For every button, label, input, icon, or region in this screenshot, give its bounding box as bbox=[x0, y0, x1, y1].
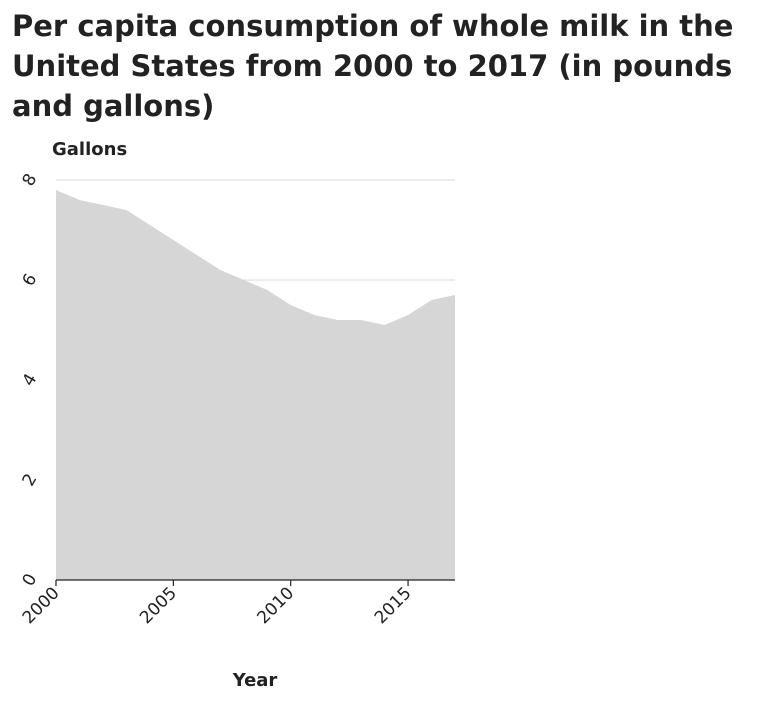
y-tick-label-8: 8 bbox=[19, 170, 42, 189]
area-fill bbox=[56, 190, 455, 580]
area-series bbox=[56, 190, 455, 580]
x-tick-label-2010: 2010 bbox=[254, 583, 299, 628]
y-tick-label-4: 4 bbox=[19, 370, 42, 389]
x-tick-label-2000: 2000 bbox=[19, 583, 64, 628]
chart-title: Per capita consumption of whole milk in … bbox=[12, 9, 734, 123]
x-tick-label-2005: 2005 bbox=[136, 583, 181, 628]
y-axis-title: Gallons bbox=[52, 139, 127, 160]
y-tick-label-2: 2 bbox=[19, 470, 42, 489]
x-tick-label-2015: 2015 bbox=[371, 583, 416, 628]
x-axis-title: Year bbox=[232, 670, 278, 691]
y-tick-label-0: 0 bbox=[19, 570, 42, 589]
y-tick-label-6: 6 bbox=[19, 270, 42, 289]
